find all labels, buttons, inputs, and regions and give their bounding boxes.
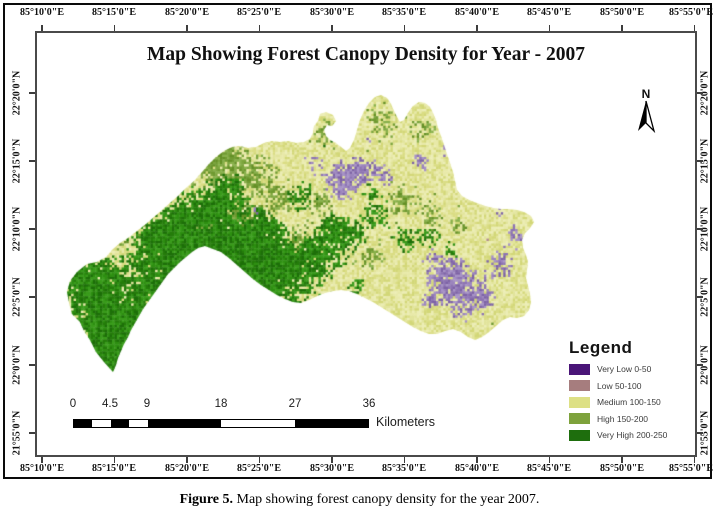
- axis-tick: [697, 364, 703, 366]
- scalebar-tick-label: 18: [214, 398, 228, 410]
- axis-tick: [29, 160, 35, 162]
- lat-label-left: 22°10'0"N: [11, 206, 23, 252]
- lon-label-bottom: 85°50'0"E: [600, 463, 644, 474]
- north-label: N: [641, 87, 651, 101]
- scalebar-tick-label: 0: [69, 398, 77, 410]
- lon-label-bottom: 85°40'0"E: [455, 463, 499, 474]
- scale-bar: [73, 419, 369, 428]
- axis-tick: [693, 25, 696, 31]
- axis-tick: [41, 25, 43, 31]
- legend-swatch-low: [569, 380, 590, 391]
- axis-tick: [697, 92, 703, 94]
- axis-tick: [258, 457, 261, 463]
- lat-label-left: 22°20'0"N: [11, 70, 23, 116]
- scalebar-tick-label: 27: [288, 398, 302, 410]
- scalebar-segment: [92, 420, 111, 427]
- axis-tick: [29, 364, 35, 366]
- north-arrow-icon: [638, 100, 656, 134]
- axis-tick: [29, 228, 35, 230]
- axis-tick: [113, 25, 116, 31]
- legend-label: High 150-200: [597, 413, 649, 424]
- legend-swatch-medium: [569, 396, 590, 408]
- axis-tick: [621, 25, 623, 31]
- lat-label-left: 22°5'0"N: [11, 277, 23, 317]
- lon-label-bottom: 85°25'0"E: [237, 463, 281, 474]
- axis-tick: [113, 457, 116, 463]
- scalebar-segment: [294, 420, 368, 427]
- axis-tick: [186, 25, 188, 31]
- legend-label: Very Low 0-50: [597, 364, 652, 374]
- axis-tick: [258, 25, 261, 31]
- axis-tick: [697, 432, 703, 434]
- scalebar-segment: [110, 420, 130, 427]
- lon-label-bottom: 85°55'0"E: [669, 463, 713, 474]
- axis-tick: [29, 296, 35, 298]
- scalebar-tick-label: 9: [143, 398, 151, 410]
- scalebar-segment: [129, 420, 148, 427]
- lon-label-top: 85°50'0"E: [600, 7, 644, 18]
- lon-label-bottom: 85°10'0"E: [20, 463, 64, 474]
- axis-tick: [41, 457, 43, 463]
- lon-label-top: 85°15'0"E: [92, 7, 136, 18]
- axis-tick: [548, 25, 551, 31]
- lon-label-bottom: 85°20'0"E: [165, 463, 209, 474]
- canopy-density-map: [40, 85, 560, 385]
- lon-label-top: 85°45'0"E: [527, 7, 571, 18]
- scalebar-tick-label: 36: [362, 398, 376, 410]
- axis-tick: [403, 25, 406, 31]
- legend-item: Very High 200-250: [569, 429, 701, 441]
- map-title: Map Showing Forest Canopy Density for Ye…: [146, 44, 586, 65]
- legend-swatch-very-low: [569, 363, 590, 375]
- axis-tick: [29, 432, 35, 434]
- legend-item: High 150-200: [569, 413, 701, 424]
- axis-tick: [548, 457, 551, 463]
- axis-tick: [331, 25, 333, 31]
- north-arrow: N: [632, 87, 660, 134]
- lon-label-top: 85°35'0"E: [382, 7, 426, 18]
- scalebar-segment: [147, 420, 221, 427]
- scalebar-unit: Kilometers: [376, 415, 436, 429]
- scalebar-tick-label: 4.5: [102, 398, 118, 410]
- legend: Legend Very Low 0-50 Low 50-100 Medium 1…: [563, 338, 701, 441]
- figure-caption: Figure 5. Map showing forest canopy dens…: [0, 492, 719, 508]
- lat-label-left: 22°0'0"N: [11, 345, 23, 385]
- lon-label-bottom: 85°30'0"E: [310, 463, 354, 474]
- axis-tick: [693, 457, 696, 463]
- lon-label-top: 85°40'0"E: [455, 7, 499, 18]
- axis-tick: [476, 457, 478, 463]
- caption-figure-number: Figure 5.: [179, 492, 234, 507]
- axis-tick: [697, 228, 703, 230]
- lon-label-top: 85°20'0"E: [165, 7, 209, 18]
- axis-tick: [186, 457, 188, 463]
- lon-label-bottom: 85°45'0"E: [527, 463, 571, 474]
- axis-tick: [697, 160, 703, 162]
- caption-text: Map showing forest canopy density for th…: [233, 492, 540, 507]
- axis-tick: [697, 296, 703, 298]
- legend-swatch-high: [569, 413, 590, 424]
- axis-tick: [621, 457, 623, 463]
- lon-label-bottom: 85°15'0"E: [92, 463, 136, 474]
- legend-swatch-very-high: [569, 429, 590, 441]
- lat-label-left: 22°15'0"N: [11, 138, 23, 184]
- lon-label-top: 85°10'0"E: [20, 7, 64, 18]
- legend-label: Very High 200-250: [597, 430, 668, 440]
- lon-label-top: 85°30'0"E: [310, 7, 354, 18]
- legend-item: Medium 100-150: [569, 396, 701, 408]
- axis-tick: [476, 25, 478, 31]
- axis-tick: [331, 457, 333, 463]
- legend-label: Low 50-100: [597, 380, 642, 391]
- scalebar-segment: [74, 420, 93, 427]
- legend-label: Medium 100-150: [597, 397, 661, 407]
- lat-label-left: 21°55'0"N: [11, 410, 23, 456]
- legend-title: Legend: [569, 338, 633, 357]
- legend-item: Low 50-100: [569, 380, 701, 391]
- axis-tick: [403, 457, 406, 463]
- scalebar-segment: [221, 420, 295, 427]
- axis-tick: [29, 92, 35, 94]
- lon-label-top: 85°55'0"E: [669, 7, 713, 18]
- lon-label-bottom: 85°35'0"E: [382, 463, 426, 474]
- legend-item: Very Low 0-50: [569, 363, 701, 375]
- lon-label-top: 85°25'0"E: [237, 7, 281, 18]
